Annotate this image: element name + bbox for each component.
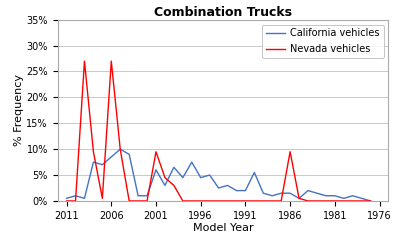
Nevada vehicles: [243, 200, 248, 202]
California vehicles: [288, 192, 293, 195]
Nevada vehicles: [64, 200, 69, 202]
California vehicles: [297, 197, 301, 200]
Nevada vehicles: [341, 200, 346, 202]
X-axis label: Model Year: Model Year: [193, 223, 254, 234]
Legend: California vehicles, Nevada vehicles: California vehicles, Nevada vehicles: [262, 25, 384, 58]
California vehicles: [172, 166, 176, 169]
Nevada vehicles: [359, 200, 364, 202]
California vehicles: [154, 168, 158, 171]
California vehicles: [180, 176, 185, 179]
Nevada vehicles: [350, 200, 355, 202]
Nevada vehicles: [109, 60, 114, 63]
Nevada vehicles: [189, 200, 194, 202]
California vehicles: [332, 194, 337, 197]
California vehicles: [162, 184, 167, 187]
California vehicles: [359, 197, 364, 200]
Nevada vehicles: [172, 184, 176, 187]
Nevada vehicles: [270, 200, 275, 202]
Nevada vehicles: [100, 197, 105, 200]
Nevada vehicles: [261, 200, 266, 202]
Line: Nevada vehicles: Nevada vehicles: [66, 61, 371, 201]
Nevada vehicles: [279, 200, 283, 202]
Title: Combination Trucks: Combination Trucks: [154, 5, 292, 19]
Y-axis label: % Frequency: % Frequency: [14, 74, 23, 146]
California vehicles: [207, 174, 212, 176]
Nevada vehicles: [297, 197, 301, 200]
California vehicles: [306, 189, 310, 192]
Line: California vehicles: California vehicles: [66, 149, 371, 201]
California vehicles: [127, 153, 132, 156]
California vehicles: [314, 192, 319, 195]
California vehicles: [198, 176, 203, 179]
Nevada vehicles: [252, 200, 257, 202]
Nevada vehicles: [136, 200, 140, 202]
California vehicles: [73, 194, 78, 197]
Nevada vehicles: [216, 200, 221, 202]
California vehicles: [350, 194, 355, 197]
Nevada vehicles: [368, 200, 373, 202]
Nevada vehicles: [144, 200, 149, 202]
California vehicles: [261, 192, 266, 195]
California vehicles: [144, 194, 149, 197]
California vehicles: [341, 197, 346, 200]
California vehicles: [118, 148, 123, 151]
California vehicles: [64, 197, 69, 200]
Nevada vehicles: [198, 200, 203, 202]
California vehicles: [189, 161, 194, 163]
Nevada vehicles: [314, 200, 319, 202]
California vehicles: [270, 194, 275, 197]
California vehicles: [82, 197, 87, 200]
Nevada vehicles: [127, 200, 132, 202]
Nevada vehicles: [180, 200, 185, 202]
California vehicles: [368, 200, 373, 202]
California vehicles: [279, 192, 283, 195]
Nevada vehicles: [73, 200, 78, 202]
Nevada vehicles: [118, 148, 123, 151]
Nevada vehicles: [162, 176, 167, 179]
California vehicles: [234, 189, 239, 192]
Nevada vehicles: [82, 60, 87, 63]
Nevada vehicles: [91, 150, 96, 153]
California vehicles: [216, 187, 221, 190]
Nevada vehicles: [154, 150, 158, 153]
California vehicles: [136, 194, 140, 197]
Nevada vehicles: [324, 200, 328, 202]
California vehicles: [243, 189, 248, 192]
Nevada vehicles: [225, 200, 230, 202]
California vehicles: [252, 171, 257, 174]
California vehicles: [225, 184, 230, 187]
California vehicles: [324, 194, 328, 197]
Nevada vehicles: [207, 200, 212, 202]
Nevada vehicles: [234, 200, 239, 202]
California vehicles: [91, 161, 96, 163]
Nevada vehicles: [288, 150, 293, 153]
Nevada vehicles: [332, 200, 337, 202]
California vehicles: [100, 163, 105, 166]
California vehicles: [109, 156, 114, 158]
Nevada vehicles: [306, 200, 310, 202]
